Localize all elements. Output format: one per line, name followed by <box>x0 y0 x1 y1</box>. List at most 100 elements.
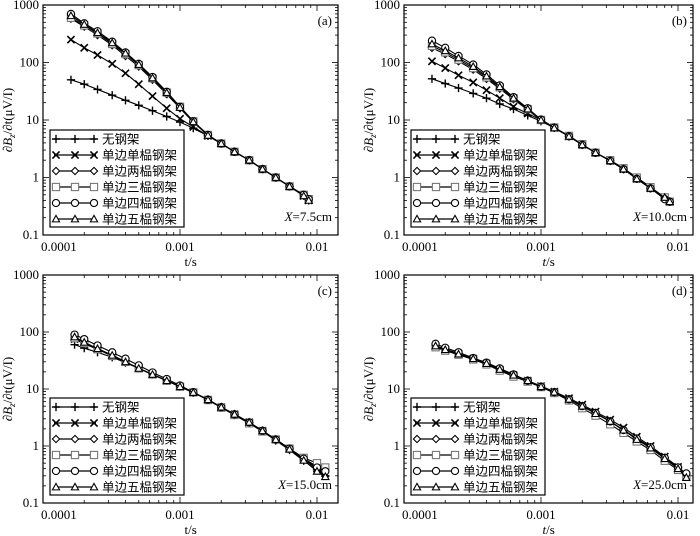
data-point-plus-marker <box>482 94 491 103</box>
y-axis-pre: ∂B <box>361 138 376 152</box>
data-point-triangle-marker <box>299 191 309 200</box>
distance-annotation: X=7.5cm <box>284 209 332 224</box>
legend-entry: 单边四榀钢架 <box>51 464 177 479</box>
data-point-triangle-marker <box>79 19 89 28</box>
legend-label: 单边两榀钢架 <box>463 164 538 179</box>
legend-diamond-marker <box>412 434 422 444</box>
legend-cross-marker <box>89 150 99 160</box>
x-axis-unit: /s <box>546 254 555 269</box>
legend-label: 单边三榀钢架 <box>463 448 538 463</box>
legend-cross-marker <box>412 418 422 428</box>
data-point-triangle-marker <box>216 138 226 147</box>
data-point-plus-marker <box>134 101 143 110</box>
series-triangle <box>66 11 314 204</box>
data-point-plus-marker <box>454 83 463 93</box>
data-point-cross-marker <box>134 79 143 89</box>
data-point-triangle-marker <box>66 11 76 20</box>
y-tick-label: 100 <box>20 55 40 70</box>
legend-plus-marker <box>51 134 61 144</box>
data-point-triangle-marker <box>590 408 601 418</box>
legend-circle-marker <box>450 198 460 208</box>
data-point-plus-marker <box>162 112 171 121</box>
panel-label: (b) <box>672 13 687 28</box>
legend-diamond-marker <box>412 166 422 176</box>
y-tick-label: 100 <box>381 324 401 339</box>
y-axis-post: /∂t(μV/I) <box>361 88 376 135</box>
legend-cross-marker <box>431 418 441 428</box>
legend-cross-marker <box>431 150 441 160</box>
legend-cross-marker <box>450 150 460 160</box>
y-tick-label: 1 <box>394 170 401 185</box>
legend-entry: 单边五榀钢架 <box>412 480 538 495</box>
legend-triangle-marker <box>450 482 460 491</box>
data-point-triangle-marker <box>312 466 322 475</box>
data-point-triangle-marker <box>605 416 615 425</box>
distance-annotation: X=10.0cm <box>632 209 687 224</box>
data-point-triangle-marker <box>481 71 492 80</box>
data-point-triangle-marker <box>495 81 505 91</box>
legend-plus-marker <box>70 134 80 144</box>
legend-diamond-marker <box>450 434 460 444</box>
data-point-triangle-marker <box>271 172 281 181</box>
data-point-triangle-marker <box>577 140 587 149</box>
legend-label: 单边五榀钢架 <box>102 212 177 227</box>
y-tick-label: 0.1 <box>384 227 400 242</box>
y-tick-label: 1 <box>394 438 401 453</box>
data-point-triangle-marker <box>523 375 533 385</box>
data-point-triangle-marker <box>605 156 615 165</box>
legend-square-marker <box>412 182 422 192</box>
legend-circle-marker <box>412 466 422 476</box>
legend-diamond-marker <box>450 166 460 176</box>
legend-circle-marker <box>89 466 99 476</box>
legend-plus-marker <box>70 402 80 412</box>
data-point-triangle-marker <box>590 147 601 157</box>
annotation-value: =25.0cm <box>641 477 687 492</box>
y-tick-label: 0.1 <box>384 495 400 510</box>
data-point-cross-marker <box>441 63 450 73</box>
legend-circle-marker <box>431 198 441 208</box>
legend-entry: 单边三榀钢架 <box>51 448 177 463</box>
data-point-triangle-marker <box>645 183 656 192</box>
panel-label: (a) <box>318 13 332 28</box>
data-point-triangle-marker <box>188 387 198 396</box>
x-tick-label: 0.01 <box>306 239 329 254</box>
data-point-triangle-marker <box>271 434 281 443</box>
data-point-triangle-marker <box>257 164 268 173</box>
x-tick-label: 0.001 <box>165 507 194 522</box>
legend-square-marker <box>70 450 80 460</box>
data-point-triangle-marker <box>660 192 670 201</box>
legend-box <box>410 397 546 496</box>
y-tick-label: 0.1 <box>23 495 39 510</box>
annotation-var: X <box>632 477 642 492</box>
plot-frame <box>403 4 694 236</box>
legend-square-marker <box>412 450 422 460</box>
data-point-cross-marker <box>482 86 491 95</box>
legend-label: 无钢架 <box>463 400 501 415</box>
legend-circle-marker <box>51 466 61 476</box>
legend-label: 单边两榀钢架 <box>463 432 538 447</box>
y-axis-title: ∂Bz/∂t(μV/I) <box>361 88 378 153</box>
legend-entry: 单边两榀钢架 <box>412 432 538 447</box>
data-point-triangle-marker <box>618 164 629 173</box>
data-point-triangle-marker <box>508 370 519 379</box>
data-point-cross-marker <box>495 93 504 103</box>
data-point-triangle-marker <box>134 59 144 69</box>
data-point-triangle-marker <box>681 472 691 481</box>
legend-box <box>49 397 185 496</box>
legend-triangle-marker <box>70 214 80 223</box>
y-axis-post: /∂t(μV/I) <box>361 357 376 404</box>
y-axis-title: ∂Bz/∂t(μV/I) <box>361 357 378 422</box>
data-point-triangle-marker <box>147 73 158 82</box>
annotation-var: X <box>632 209 642 224</box>
panel-label: (c) <box>318 283 332 298</box>
legend-label: 单边五榀钢架 <box>463 480 538 495</box>
legend-diamond-marker <box>89 166 99 176</box>
data-point-triangle-marker <box>440 344 450 354</box>
legend-entry: 单边五榀钢架 <box>51 212 177 227</box>
legend-triangle-marker <box>51 482 61 491</box>
data-point-cross-marker <box>66 35 76 44</box>
data-point-plus-marker <box>121 96 130 105</box>
legend-box <box>49 129 185 228</box>
